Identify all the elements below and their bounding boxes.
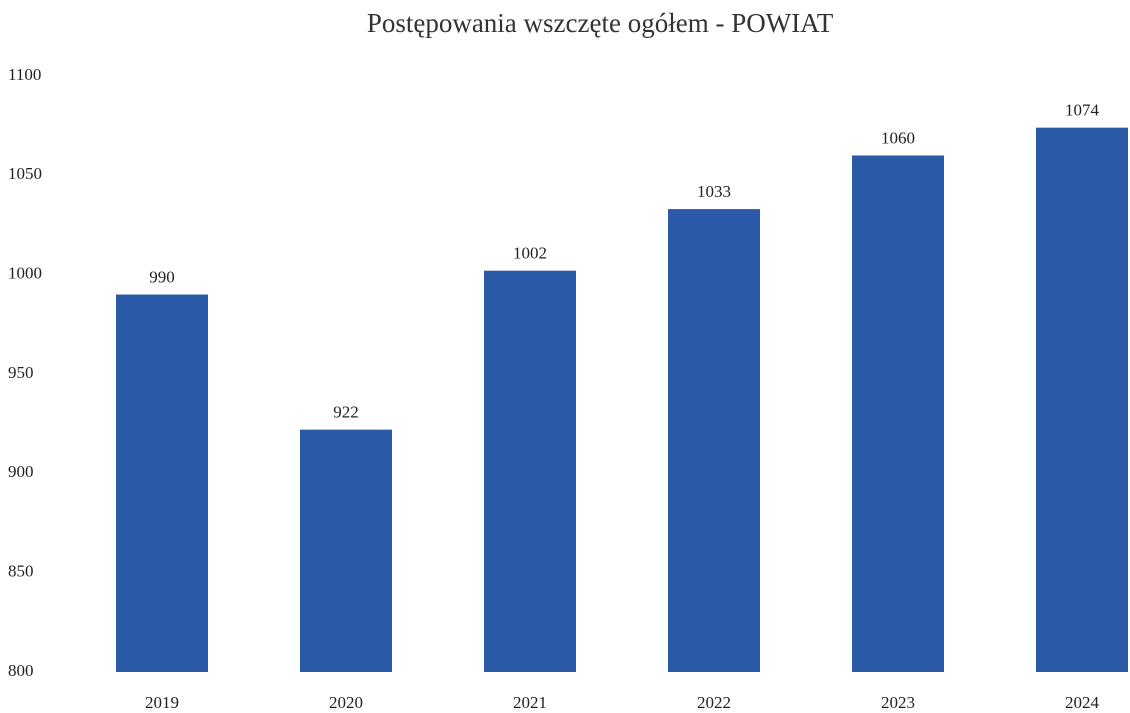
value-label: 1033 — [697, 182, 731, 201]
bar — [484, 270, 576, 672]
y-tick-label: 1050 — [8, 164, 42, 183]
chart-title: Postępowania wszczęte ogółem - POWIAT — [367, 8, 834, 38]
value-label: 922 — [333, 403, 359, 422]
bar — [116, 294, 208, 672]
y-tick-label: 800 — [8, 661, 34, 680]
y-tick-label: 900 — [8, 462, 34, 481]
y-tick-label: 1100 — [8, 65, 41, 84]
bar — [852, 155, 944, 672]
x-tick-label: 2022 — [697, 693, 731, 712]
y-tick-label: 950 — [8, 363, 34, 382]
bar — [668, 209, 760, 672]
x-tick-label: 2023 — [881, 693, 915, 712]
value-label: 1002 — [513, 244, 547, 263]
y-tick-label: 850 — [8, 562, 34, 581]
x-tick-label: 2021 — [513, 693, 547, 712]
bar — [300, 429, 392, 672]
x-tick-label: 2024 — [1065, 693, 1100, 712]
value-label: 990 — [149, 267, 175, 286]
value-label: 1074 — [1065, 101, 1100, 120]
bar — [1036, 127, 1128, 673]
x-tick-label: 2019 — [145, 693, 179, 712]
y-tick-label: 1000 — [8, 264, 42, 283]
value-label: 1060 — [881, 128, 915, 147]
x-tick-label: 2020 — [329, 693, 363, 712]
